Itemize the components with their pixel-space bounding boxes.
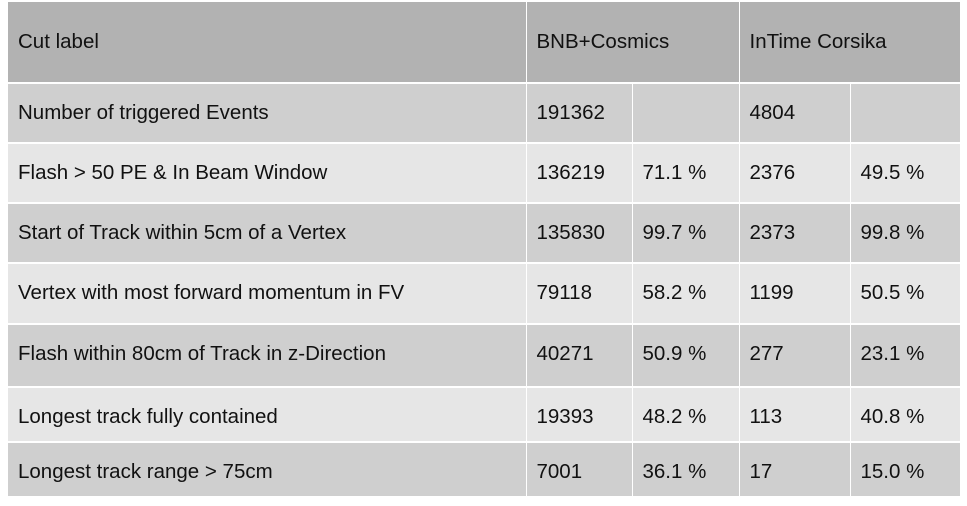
cut-label-cell: Number of triggered Events [8,83,527,144]
intime-percent-cell: 49.5 % [850,143,960,204]
cut-label-cell: Flash > 50 PE & In Beam Window [8,143,527,204]
bnb-percent-cell: 58.2 % [632,263,740,325]
intime-percent-cell: 99.8 % [850,203,960,264]
bnb-percent-cell [632,83,740,144]
intime-percent-cell: 50.5 % [850,263,960,325]
cut-label-cell: Vertex with most forward momentum in FV [8,263,527,325]
cut-label-cell: Start of Track within 5cm of a Vertex [8,203,527,264]
bnb-percent-cell: 99.7 % [632,203,740,264]
bnb-count-cell: 7001 [526,442,633,498]
intime-count-cell: 2373 [739,203,851,264]
bnb-count-cell: 135830 [526,203,633,264]
bnb-count-cell: 19393 [526,387,633,443]
cut-label-cell: Longest track range > 75cm [8,442,527,498]
bnb-percent-cell: 48.2 % [632,387,740,443]
bnb-count-cell: 40271 [526,324,633,388]
table-row: Start of Track within 5cm of a Vertex 13… [8,203,960,264]
cut-label-cell: Flash within 80cm of Track in z-Directio… [8,324,527,388]
header-intime-corsika: InTime Corsika [739,2,960,84]
bnb-count-cell: 79118 [526,263,633,325]
intime-percent-cell: 15.0 % [850,442,960,498]
intime-percent-cell: 40.8 % [850,387,960,443]
cut-label-cell: Longest track fully contained [8,387,527,443]
intime-percent-cell: 23.1 % [850,324,960,388]
table-row: Flash within 80cm of Track in z-Directio… [8,324,960,388]
intime-count-cell: 113 [739,387,851,443]
intime-count-cell: 277 [739,324,851,388]
cut-flow-table: Cut label BNB+Cosmics InTime Corsika Num… [8,2,960,498]
intime-count-cell: 17 [739,442,851,498]
bnb-percent-cell: 36.1 % [632,442,740,498]
intime-count-cell: 2376 [739,143,851,204]
intime-count-cell: 4804 [739,83,851,144]
header-bnb-cosmics: BNB+Cosmics [526,2,740,84]
table-row: Longest track fully contained 19393 48.2… [8,387,960,443]
intime-percent-cell [850,83,960,144]
bnb-percent-cell: 50.9 % [632,324,740,388]
table-row: Flash > 50 PE & In Beam Window 136219 71… [8,143,960,204]
table-row: Longest track range > 75cm 7001 36.1 % 1… [8,442,960,498]
intime-count-cell: 1199 [739,263,851,325]
table-row: Vertex with most forward momentum in FV … [8,263,960,325]
bnb-percent-cell: 71.1 % [632,143,740,204]
bnb-count-cell: 191362 [526,83,633,144]
table-row: Number of triggered Events 191362 4804 [8,83,960,144]
bnb-count-cell: 136219 [526,143,633,204]
header-cut-label: Cut label [8,2,527,84]
table-header-row: Cut label BNB+Cosmics InTime Corsika [8,2,960,84]
